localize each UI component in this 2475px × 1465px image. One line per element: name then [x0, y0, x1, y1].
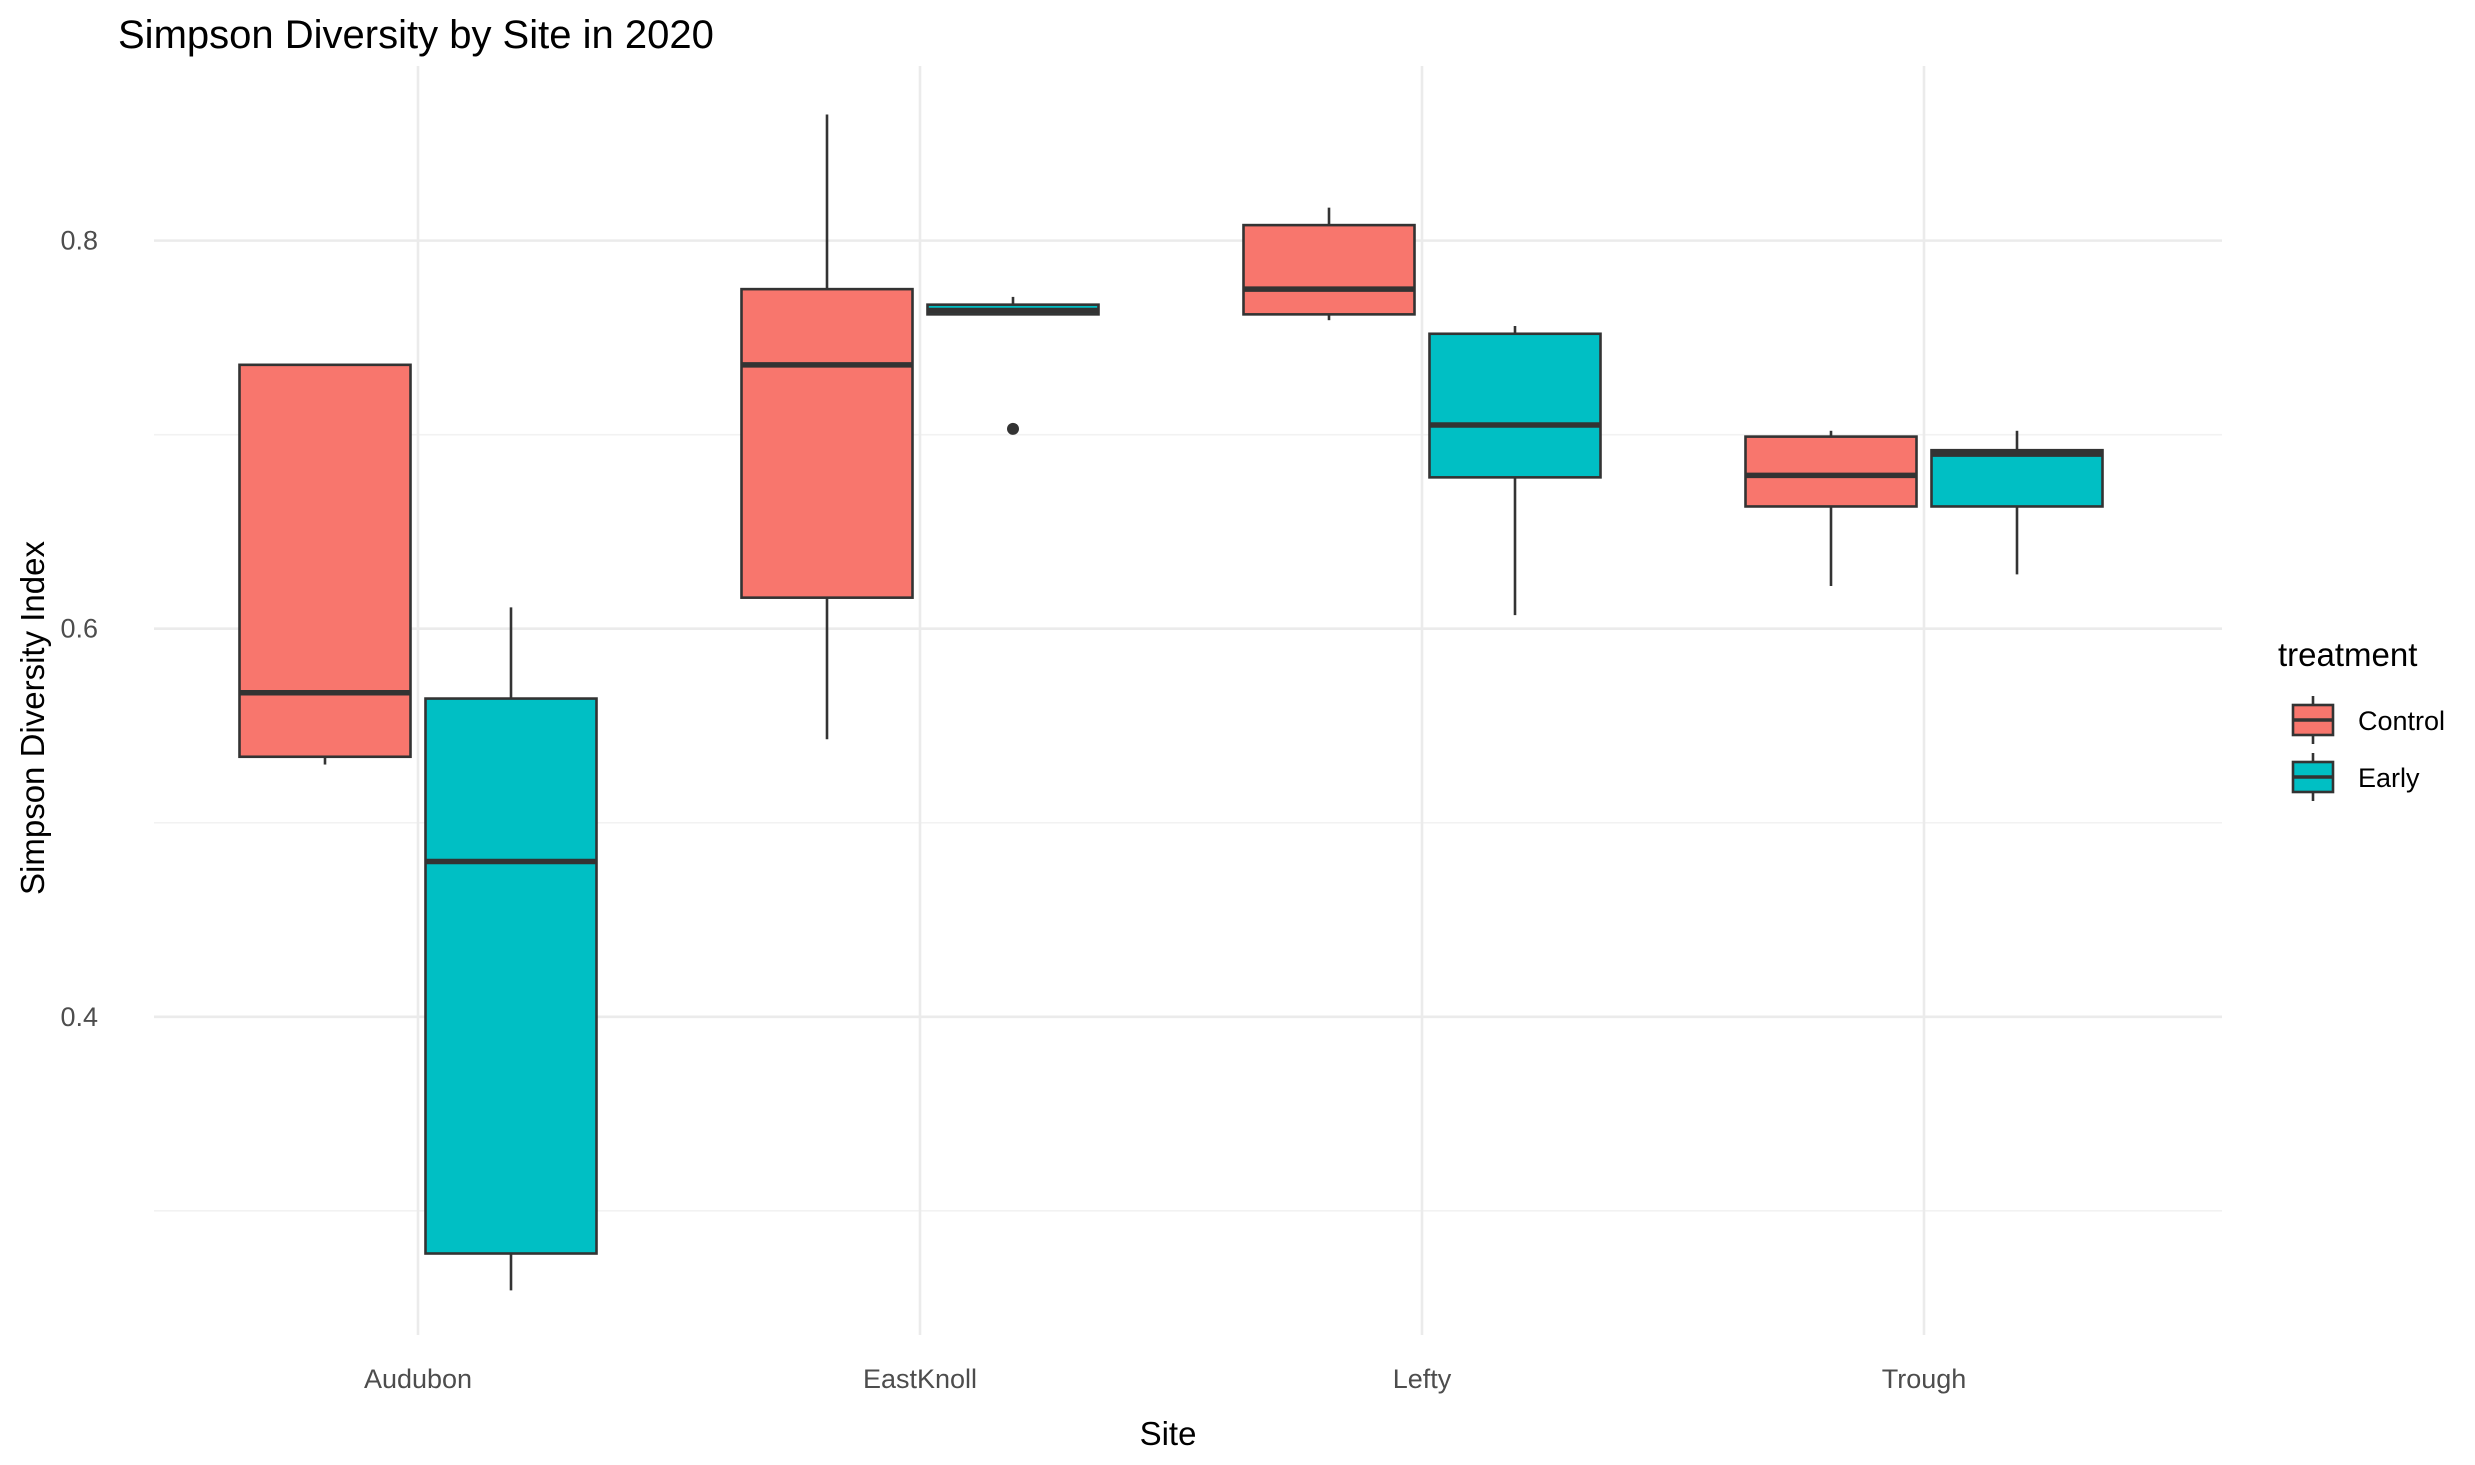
box-early-lefty	[1428, 326, 1602, 616]
legend-item-early: Early	[2291, 753, 2420, 801]
legend: treatment Control Early	[2278, 636, 2445, 801]
box-control-eastknoll	[740, 114, 914, 740]
box-control-audubon	[238, 363, 412, 765]
outlier-point	[1007, 422, 1019, 435]
x-tick-label: Trough	[1882, 1364, 1967, 1394]
box-body	[424, 697, 598, 1255]
box-body	[1428, 332, 1602, 479]
box-body	[1930, 448, 2104, 508]
box-body	[1242, 223, 1416, 316]
box-early-trough	[1930, 430, 2104, 575]
box-control-trough	[1744, 430, 1918, 587]
y-tick-label: 0.4	[60, 1002, 98, 1032]
legend-title: treatment	[2278, 636, 2417, 673]
legend-label: Control	[2358, 706, 2445, 736]
legend-item-control: Control	[2291, 696, 2445, 744]
box-body	[740, 287, 914, 599]
boxes	[238, 114, 2104, 1291]
legend-label: Early	[2358, 763, 2420, 793]
y-tick-label: 0.8	[60, 226, 98, 256]
box-early-audubon	[424, 607, 598, 1291]
box-body	[1744, 435, 1918, 508]
x-tick-label: Audubon	[364, 1364, 472, 1394]
x-axis-title: Site	[1140, 1415, 1197, 1452]
chart-title: Simpson Diversity by Site in 2020	[118, 13, 714, 57]
box-body	[238, 363, 412, 759]
x-tick-label: Lefty	[1393, 1364, 1452, 1394]
x-tick-label: EastKnoll	[863, 1364, 977, 1394]
y-tick-label: 0.6	[60, 614, 98, 644]
box-early-eastknoll	[926, 296, 1100, 435]
y-axis-title: Simpson Diversity Index	[14, 541, 51, 895]
y-tick-labels: 0.4 0.6 0.8	[60, 226, 98, 1032]
box-control-lefty	[1242, 207, 1416, 321]
x-tick-labels: Audubon EastKnoll Lefty Trough	[364, 1364, 1966, 1394]
